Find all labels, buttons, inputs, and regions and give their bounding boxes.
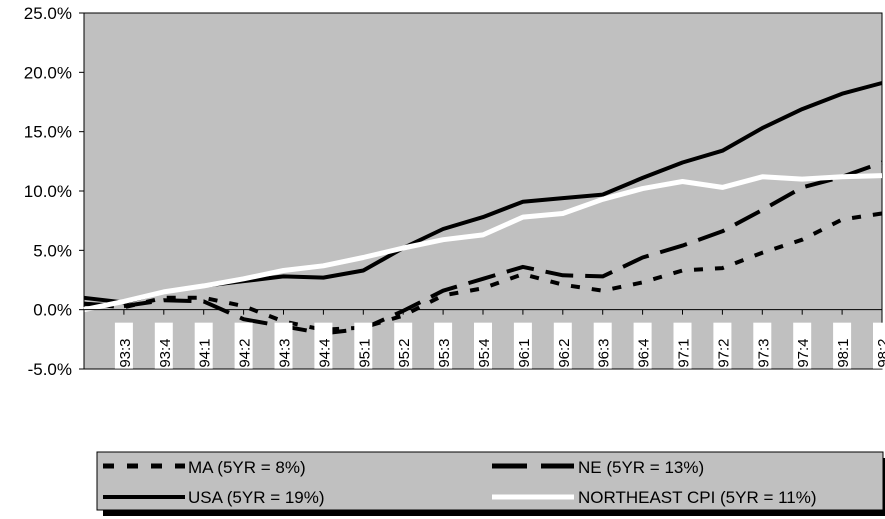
x-tick-label-text: 93:4 — [157, 338, 174, 367]
legend-box — [96, 451, 884, 511]
x-tick-label: 97:1 — [673, 322, 693, 369]
series-layer — [83, 81, 883, 336]
x-tick-label-bg — [114, 322, 133, 369]
x-tick-label: 93:3 — [114, 322, 134, 369]
y-tick-label: 25.0% — [24, 4, 72, 23]
x-tick-label: 94:3 — [274, 322, 294, 369]
y-tick-label: -5.0% — [28, 360, 72, 379]
series-line-1 — [83, 160, 883, 336]
x-tick-label: 96:3 — [593, 322, 613, 369]
x-tick-label-bg — [873, 322, 885, 369]
axis-layer: -5.0% 0.0% 5.0% 10.0% 15.0% 20.0% 25.0% — [24, 4, 883, 379]
x-tick-label-bg — [234, 322, 253, 369]
x-tick-labels: 93:3 93:4 94:1 94:2 94:3 94:4 95:1 95:2 95:3 95:4… — [114, 322, 885, 369]
x-tick-label-text: 94:3 — [277, 338, 294, 367]
x-tick-label: 95:1 — [354, 322, 373, 369]
x-tick-label-text: 93:3 — [117, 338, 134, 367]
series-line-0 — [83, 211, 883, 332]
x-tick-label-text: 95:4 — [476, 338, 493, 367]
x-tick-label: 94:4 — [314, 322, 333, 369]
x-tick-label-text: 98:2 — [875, 338, 885, 367]
x-tick-label-bg — [474, 322, 492, 369]
x-tick-label-text: 96:2 — [556, 338, 573, 367]
x-tick-label-text: 96:3 — [596, 338, 613, 367]
series-line-3 — [83, 173, 883, 313]
x-tick-label-bg — [354, 322, 373, 369]
y-tick-label: 10.0% — [24, 182, 72, 201]
x-tick-label-text: 95:2 — [396, 338, 413, 367]
x-tick-label-text: 97:3 — [755, 338, 772, 367]
x-tick-label-bg — [274, 322, 293, 369]
x-tick-label-text: 97:1 — [676, 338, 693, 367]
x-tick-label-bg — [394, 322, 413, 369]
x-tick-label-text: 95:1 — [356, 338, 373, 367]
x-tick-label-bg — [314, 322, 333, 369]
x-tick-label: 97:2 — [713, 322, 732, 369]
x-tick-label-text: 94:1 — [197, 338, 214, 367]
x-tick-label-text: 94:4 — [316, 338, 333, 367]
y-tick-label: 15.0% — [24, 123, 72, 142]
x-tick-label-bg — [753, 322, 772, 369]
x-tick-label-text: 98:1 — [835, 338, 852, 367]
x-tick-label-bg — [434, 322, 453, 369]
x-tick-label: 97:3 — [753, 322, 772, 369]
x-tick-label-bg — [553, 322, 572, 369]
legend: MA (5YR = 8%) NE (5YR = 13%) USA (5YR = … — [96, 451, 885, 516]
x-tick-label-text: 96:4 — [636, 338, 653, 367]
x-tick-label-bg — [593, 322, 612, 369]
x-tick-label: 93:4 — [154, 322, 174, 369]
x-tick-label-text: 96:1 — [516, 338, 533, 367]
x-tick-label: 98:2 — [873, 322, 885, 369]
x-tick-label: 96:2 — [553, 322, 573, 369]
legend-label-usa: USA (5YR = 19%) — [188, 488, 325, 507]
legend-label-ma: MA (5YR = 8%) — [188, 458, 306, 477]
x-tick-label-bg — [713, 322, 732, 369]
plot-area — [83, 12, 883, 370]
x-tick-label-bg — [793, 322, 812, 369]
x-tick-label-text: 97:4 — [795, 338, 812, 367]
x-tick-label: 96:4 — [633, 322, 653, 369]
x-tick-label: 96:1 — [513, 322, 533, 369]
x-tick-label: 95:3 — [434, 322, 453, 369]
x-tick-label: 94:2 — [234, 322, 254, 369]
y-tick-label: 20.0% — [24, 63, 72, 82]
x-tick-label: 95:4 — [474, 322, 493, 369]
x-tick-label-text: 95:3 — [436, 338, 453, 367]
x-tick-label: 98:1 — [833, 322, 852, 369]
x-tick-label: 94:1 — [194, 322, 214, 369]
x-tick-label-bg — [673, 322, 692, 369]
x-tick-label-text: 97:2 — [715, 338, 732, 367]
x-tick-label: 97:4 — [793, 322, 812, 369]
x-tick-label: 95:2 — [394, 322, 413, 369]
x-tick-label-bg — [194, 322, 213, 369]
x-tick-label-bg — [633, 322, 652, 369]
y-tick-label: 5.0% — [33, 241, 72, 260]
x-tick-label-bg — [833, 322, 852, 369]
legend-label-northeast-cpi: NORTHEAST CPI (5YR = 11%) — [578, 488, 817, 507]
x-tick-label-bg — [513, 322, 532, 369]
y-tick-label: 0.0% — [33, 301, 72, 320]
x-tick-label-bg — [154, 322, 173, 369]
legend-label-ne: NE (5YR = 13%) — [578, 458, 704, 477]
x-tick-label-text: 94:2 — [237, 338, 254, 367]
